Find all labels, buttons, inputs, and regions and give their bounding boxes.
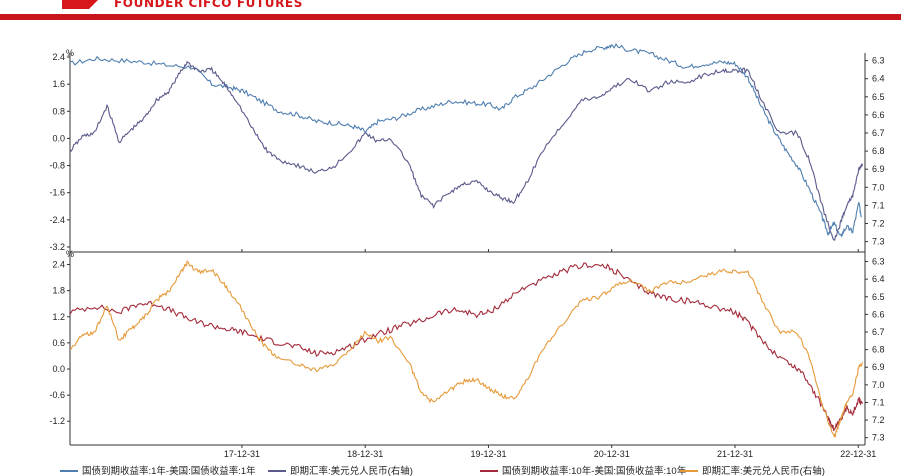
- series-line-bottom-0: [69, 262, 863, 432]
- left-tick-label: 1.6: [52, 79, 65, 89]
- legend-label: 即期汇率:美元兑人民币(右轴): [702, 465, 825, 476]
- legend-label: 即期汇率:美元兑人民币(右轴): [290, 465, 413, 476]
- x-tick-label: 20-12-31: [594, 449, 630, 459]
- series-line-bottom-1: [69, 260, 864, 439]
- right-tick-label: 6.5: [872, 292, 885, 302]
- right-tick-label: 6.9: [872, 164, 885, 174]
- brand-name: FOUNDER CIFCO FUTURES: [114, 0, 303, 10]
- right-tick-label: 6.8: [872, 146, 885, 156]
- x-tick-label: 19-12-31: [470, 449, 506, 459]
- right-tick-label: 6.4: [872, 274, 885, 284]
- right-tick-label: 7.0: [872, 182, 885, 192]
- legend-label: 国债到期收益率:10年-美国:国债收益率:10年: [502, 465, 687, 476]
- left-tick-label: 1.2: [52, 312, 65, 322]
- left-tick-label: -1.6: [49, 188, 65, 198]
- right-tick-label: 7.1: [872, 397, 885, 407]
- left-tick-label: 2.4: [52, 260, 65, 270]
- left-tick-label: 0.8: [52, 106, 65, 116]
- legend: 国债到期收益率:1年-美国:国债收益率:1年 即期汇率:美元兑人民币(右轴) 国债到…: [60, 465, 825, 476]
- left-tick-label: -2.4: [49, 215, 65, 225]
- right-tick-label: 7.2: [872, 415, 885, 425]
- chart-panel-bottom: %2.4 1.8 1.2 0.6 0.0 -0.6 -1.2 6.3 6.4 6.5 6.6 6.7 6…: [49, 249, 884, 459]
- right-tick-label: 6.7: [872, 327, 885, 337]
- right-tick-label: 6.4: [872, 74, 885, 84]
- right-tick-label: 6.9: [872, 362, 885, 372]
- left-tick-label: -0.6: [49, 390, 65, 400]
- chart-panel-top: %2.4 1.6 0.8 0.0 -0.8 -1.6 -2.4 -3.2 6.3 6.4 6.5 6.…: [49, 42, 885, 252]
- right-tick-label: 6.3: [872, 56, 885, 66]
- left-tick-label: 1.8: [52, 286, 65, 296]
- right-tick-label: 6.5: [872, 92, 885, 102]
- left-tick-label: -0.8: [49, 161, 65, 171]
- right-tick-label: 7.0: [872, 380, 885, 390]
- right-tick-label: 6.3: [872, 257, 885, 267]
- left-tick-label: -1.2: [49, 416, 65, 426]
- series-line-top-1: [69, 60, 864, 241]
- logo-mark: [62, 0, 98, 9]
- report-header: FOUNDER CIFCO FUTURES: [0, 0, 901, 22]
- right-tick-label: 6.6: [872, 309, 885, 319]
- left-tick-label: 0.0: [52, 133, 65, 143]
- left-tick-label: -3.2: [49, 242, 65, 252]
- right-tick-label: 7.3: [872, 433, 885, 443]
- right-tick-label: 6.7: [872, 128, 885, 138]
- x-tick-label: 22-12-31: [840, 449, 876, 459]
- left-axis-unit: %: [66, 249, 74, 259]
- x-tick-label: 21-12-31: [717, 449, 753, 459]
- right-tick-label: 7.2: [872, 218, 885, 228]
- header-accent-bar: [0, 14, 901, 20]
- right-tick-label: 7.1: [872, 200, 885, 210]
- left-tick-label: 0.0: [52, 364, 65, 374]
- right-tick-label: 6.6: [872, 110, 885, 120]
- right-tick-label: 6.8: [872, 345, 885, 355]
- x-tick-label: 17-12-31: [224, 449, 260, 459]
- x-tick-label: 18-12-31: [347, 449, 383, 459]
- left-tick-label: 0.6: [52, 338, 65, 348]
- series-line-top-0: [69, 42, 862, 238]
- right-tick-label: 7.3: [872, 237, 885, 247]
- left-axis-unit: %: [66, 48, 74, 58]
- left-tick-label: 2.4: [52, 52, 65, 62]
- legend-label: 国债到期收益率:1年-美国:国债收益率:1年: [82, 465, 256, 476]
